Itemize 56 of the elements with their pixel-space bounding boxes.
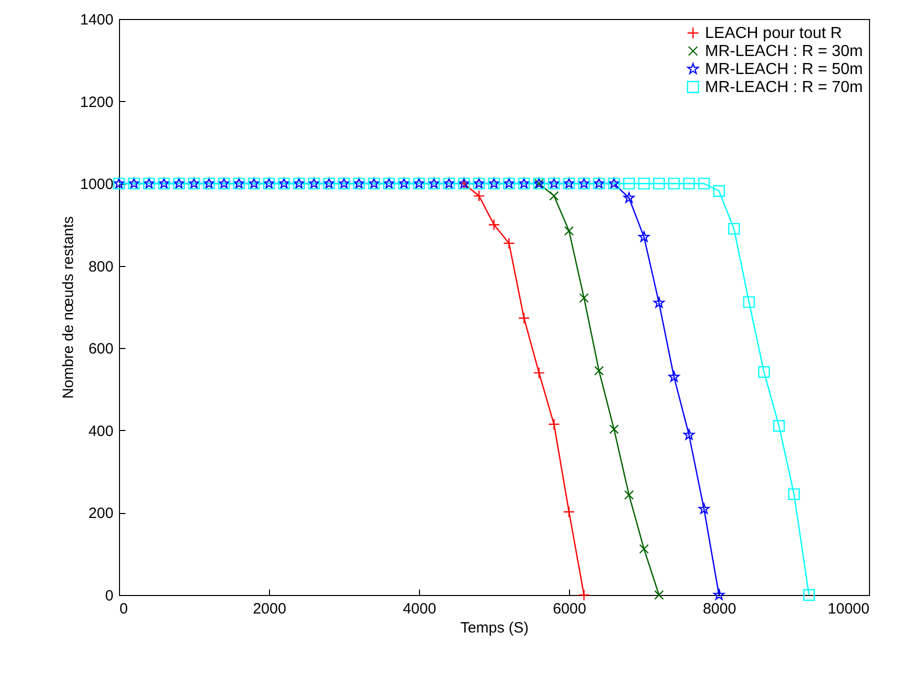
point	[623, 178, 635, 190]
point	[638, 178, 650, 190]
x-axis-title: Temps (S)	[460, 620, 529, 636]
x-tick-label: 2000	[252, 600, 286, 618]
point	[594, 366, 604, 376]
point	[518, 312, 530, 324]
y-tick-label: 1400	[80, 12, 114, 28]
point	[563, 506, 575, 518]
point	[654, 590, 664, 600]
point	[639, 544, 649, 554]
legend-label: MR-LEACH : R = 30m	[705, 43, 863, 60]
point	[623, 192, 635, 203]
point	[638, 231, 650, 242]
point	[533, 366, 545, 379]
point	[653, 297, 665, 308]
point	[548, 418, 560, 430]
legend-label: LEACH pour tout R	[705, 25, 842, 42]
point	[488, 218, 500, 231]
legend-label: MR-LEACH : R = 70m	[705, 79, 863, 96]
point	[788, 488, 800, 500]
point	[773, 420, 785, 432]
point	[668, 371, 680, 382]
point	[803, 589, 815, 601]
point	[668, 178, 680, 190]
y-tick-label: 1000	[80, 176, 114, 194]
y-tick-label: 400	[88, 422, 114, 440]
point	[728, 222, 740, 235]
point	[579, 293, 589, 303]
y-tick-label: 600	[88, 340, 114, 358]
x-tick-label: 6000	[552, 600, 586, 618]
point	[698, 503, 710, 514]
point	[683, 429, 695, 440]
point	[564, 226, 574, 236]
y-tick-label: 1200	[80, 94, 114, 111]
y-tick-label: 800	[88, 258, 114, 276]
legend-label: MR-LEACH : R = 50m	[705, 61, 863, 78]
point	[503, 237, 515, 250]
y-axis-title: Nombre de nœuds restants	[60, 216, 78, 399]
point	[609, 424, 619, 434]
y-tick-label: 0	[105, 588, 114, 604]
point	[653, 178, 665, 190]
x-tick-label: 0	[120, 600, 128, 618]
point	[624, 490, 634, 500]
x-tick-label: 4000	[402, 600, 436, 618]
x-tick-label: 8000	[702, 600, 736, 618]
point	[743, 296, 755, 308]
point	[549, 191, 559, 201]
point	[473, 190, 485, 202]
point	[758, 366, 770, 378]
point	[698, 178, 710, 190]
x-tick-label: 10000	[828, 600, 870, 618]
point	[578, 589, 590, 601]
y-tick-label: 200	[88, 505, 114, 522]
point	[713, 589, 725, 600]
point	[683, 178, 695, 190]
point	[713, 185, 725, 197]
